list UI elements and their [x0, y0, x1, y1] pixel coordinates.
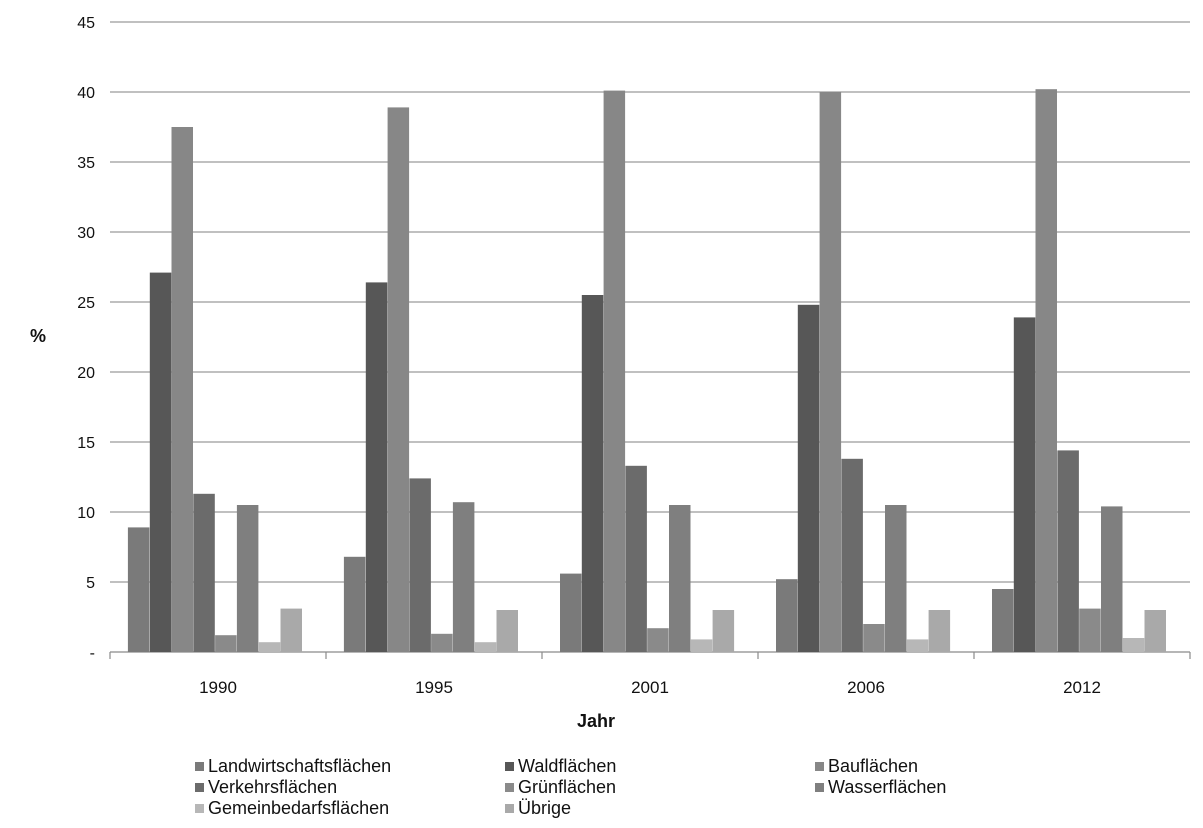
- y-tick-label: 40: [77, 85, 95, 102]
- bar: [1101, 506, 1123, 652]
- legend-item: Gemeinbedarfsflächen: [195, 798, 505, 818]
- y-tick-label: 45: [77, 15, 95, 32]
- bar: [712, 610, 735, 652]
- bar: [474, 642, 497, 652]
- bars: [127, 89, 1166, 653]
- bar: [1057, 450, 1079, 652]
- legend-item: Grünflächen: [505, 777, 815, 797]
- bar: [1144, 610, 1166, 652]
- bar: [193, 493, 215, 652]
- legend-label: Gemeinbedarfsflächen: [208, 797, 390, 818]
- legend-swatch: [505, 803, 514, 813]
- legend-label: Verkehrsflächen: [208, 776, 338, 797]
- bar: [863, 624, 885, 652]
- gridlines: [109, 21, 1191, 659]
- y-tick-label: 25: [77, 295, 95, 312]
- bar: [776, 579, 798, 652]
- bar: [669, 505, 691, 652]
- x-tick-label: 1990: [199, 678, 237, 697]
- bar: [496, 610, 518, 652]
- y-tick-label: 35: [77, 155, 95, 172]
- legend-swatch: [195, 761, 204, 771]
- y-axis-label: %: [30, 326, 46, 346]
- bar: [452, 502, 475, 652]
- bar: [603, 90, 626, 653]
- bar: [171, 127, 193, 652]
- y-tick-labels: - 5 10 15 20 25 30 35 40 45: [77, 15, 95, 662]
- bar: [560, 573, 582, 652]
- bar: [387, 107, 410, 652]
- y-tick-label: -: [90, 645, 95, 662]
- bar: [928, 610, 951, 652]
- legend-label: Wasserflächen: [828, 776, 947, 797]
- legend-item: Wasserflächen: [815, 777, 1055, 797]
- legend-item: Übrige: [505, 798, 815, 818]
- bar: [215, 635, 237, 652]
- legend-item: Waldflächen: [505, 756, 815, 776]
- bar: [149, 272, 172, 652]
- legend-swatch: [815, 782, 824, 792]
- bar: [841, 458, 863, 652]
- bar: [280, 608, 302, 652]
- legend-swatch: [195, 803, 204, 813]
- x-tick-label: 2012: [1063, 678, 1101, 697]
- bar: [409, 478, 431, 652]
- x-tick-label: 2001: [631, 678, 669, 697]
- bar: [1035, 89, 1057, 652]
- bar: [1013, 317, 1036, 652]
- bar: [906, 639, 929, 652]
- x-tick-labels: 1990 1995 2001 2006 2012: [199, 678, 1101, 697]
- legend-swatch: [505, 761, 514, 771]
- x-tick-label: 2006: [847, 678, 885, 697]
- legend-label: Übrige: [518, 797, 572, 818]
- legend-item: Landwirtschaftsflächen: [195, 756, 505, 776]
- x-tick-label: 1995: [415, 678, 453, 697]
- y-tick-label: 20: [77, 365, 95, 382]
- bar: [343, 556, 366, 652]
- bar: [625, 465, 647, 652]
- legend-label: Grünflächen: [518, 776, 617, 797]
- bar: [885, 505, 907, 652]
- x-axis-label: Jahr: [577, 711, 615, 731]
- bar: [992, 589, 1014, 652]
- bar: [581, 295, 604, 652]
- legend-swatch: [195, 782, 204, 792]
- bar: [127, 527, 150, 652]
- legend-label: Landwirtschaftsflächen: [208, 755, 392, 776]
- legend-swatch: [815, 761, 824, 771]
- bar: [1079, 608, 1101, 652]
- bar: [1122, 638, 1145, 652]
- bar: [819, 92, 842, 652]
- bar: [236, 505, 259, 652]
- legend: Landwirtschaftsflächen Waldflächen Baufläc…: [195, 756, 1055, 818]
- bar: [647, 628, 669, 652]
- bar: [365, 282, 388, 652]
- bar: [797, 304, 820, 652]
- legend-item: Verkehrsflächen: [195, 777, 505, 797]
- legend-label: Bauflächen: [828, 755, 919, 776]
- legend-swatch: [505, 782, 514, 792]
- legend-item: Bauflächen: [815, 756, 1055, 776]
- bar: [258, 642, 281, 652]
- y-tick-label: 5: [86, 575, 95, 592]
- legend-label: Waldflächen: [518, 755, 617, 776]
- y-tick-label: 15: [77, 435, 95, 452]
- y-tick-label: 30: [77, 225, 95, 242]
- bar: [431, 633, 453, 652]
- bar: [690, 639, 713, 652]
- y-tick-label: 10: [77, 505, 95, 522]
